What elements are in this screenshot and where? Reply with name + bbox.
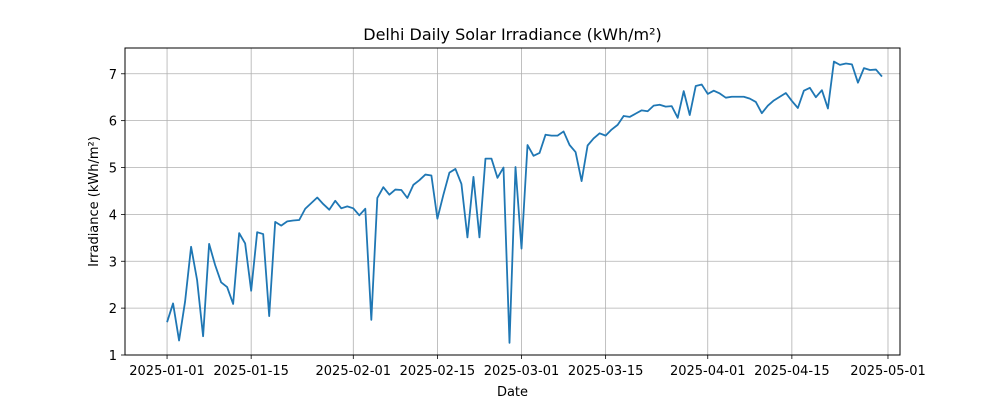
x-tick-label: 2025-05-01 [850, 364, 926, 379]
y-tick-label: 5 [109, 162, 117, 177]
y-tick-label: 6 [109, 115, 117, 130]
y-tick-label: 1 [109, 349, 117, 364]
y-tick-label: 7 [109, 68, 117, 83]
x-tick-label: 2025-03-01 [484, 364, 560, 379]
series-line [166, 60, 883, 344]
y-tick-label: 2 [109, 302, 117, 317]
axis-ticks: 2025-01-01 2025-01-15 2025-02-01 2025-02-15… [109, 68, 926, 379]
chart-title: Delhi Daily Solar Irradiance (kWh/m²) [363, 25, 661, 44]
x-tick-label: 2025-01-15 [213, 364, 289, 379]
y-axis-label: Irradiance (kWh/m²) [87, 136, 102, 267]
y-tick-label: 3 [109, 255, 117, 270]
x-tick-label: 2025-03-15 [568, 364, 644, 379]
y-tick-label: 4 [109, 208, 117, 223]
series-layer [166, 60, 883, 344]
plot-frame [124, 47, 901, 356]
x-tick-label: 2025-02-01 [316, 364, 392, 379]
x-tick-label: 2025-01-01 [129, 364, 205, 379]
x-tick-label: 2025-02-15 [400, 364, 476, 379]
x-tick-label: 2025-04-15 [754, 364, 830, 379]
x-tick-label: 2025-04-01 [670, 364, 746, 379]
x-axis-label: Date [497, 385, 528, 400]
